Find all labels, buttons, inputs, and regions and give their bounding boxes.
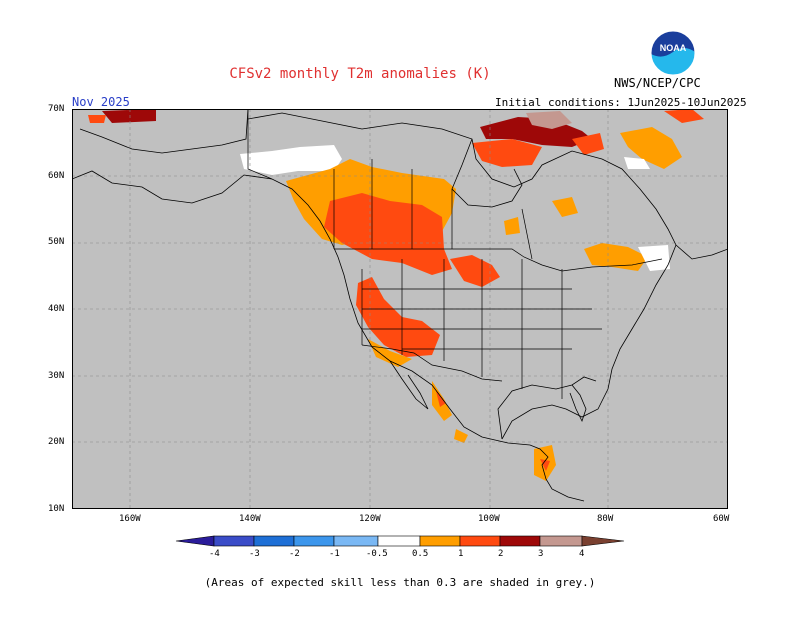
lon-label: 120W [359, 514, 381, 524]
canada-arctic [247, 112, 728, 260]
colorbar-swatch [333, 535, 379, 547]
white-patch-northeast [638, 245, 670, 271]
skill-footnote: (Areas of expected skill less than 0.3 a… [204, 576, 596, 589]
us-mexico-border [361, 344, 503, 382]
red-patch-baffin [572, 133, 604, 155]
noaa-logo-icon: NOAA [650, 30, 696, 76]
lon-label: 100W [478, 514, 500, 524]
orange-patch-quebec [552, 197, 578, 217]
red-patch-hudson [472, 139, 542, 167]
colorbar-label: -1 [329, 549, 340, 559]
orange-patch-southwest [368, 339, 412, 367]
colorbar-label: -0.5 [366, 549, 388, 559]
us-canada-border [334, 248, 663, 272]
lat-label: 50N [48, 237, 65, 247]
colorbar-label: -4 [209, 549, 220, 559]
initial-conditions: Initial conditions: 1Jun2025-10Jun2025 [495, 96, 747, 109]
colorbar-swatch [253, 535, 295, 547]
red-patch-northwest-us [450, 255, 500, 287]
alaska-canada-border [247, 109, 273, 180]
lat-label: 70N [48, 104, 65, 114]
org-label: NWS/NCEP/CPC [614, 76, 701, 90]
lat-label: 10N [48, 504, 65, 514]
florida [569, 384, 587, 423]
lon-label: 60W [713, 514, 730, 524]
colorbar-swatch [499, 535, 541, 547]
map-frame [72, 109, 728, 509]
gulf-coast [497, 376, 597, 440]
colorbar-label: 0.5 [412, 549, 429, 559]
orange-patch-ontario [504, 217, 520, 235]
red-patch-northeast-corner [664, 109, 704, 123]
forecast-month: Nov 2025 [72, 95, 130, 109]
logo-text: NOAA [660, 43, 687, 53]
white-patch-alaska [240, 145, 342, 175]
colorbar-label: 2 [498, 549, 504, 559]
colorbar-arrow-right [581, 535, 625, 547]
canada-provinces [333, 159, 533, 260]
orange-patch-northeast [584, 243, 648, 271]
colorbar-label: -2 [289, 549, 300, 559]
map-title: CFSv2 monthly T2m anomalies (K) [229, 66, 491, 82]
red-patch-chukotka [88, 115, 106, 123]
darkred-patch-chukotka [102, 109, 156, 123]
colorbar-swatch [539, 535, 583, 547]
lon-label: 160W [119, 514, 141, 524]
state-lines [361, 259, 602, 399]
colorbar-label: 4 [579, 549, 585, 559]
baja [389, 360, 429, 410]
colorbar-label: -3 [249, 549, 260, 559]
colorbar-swatch [213, 535, 255, 547]
hudson-bay [451, 138, 523, 208]
colorbar-label: 1 [458, 549, 464, 559]
orange-patch-mexico-south [454, 429, 468, 443]
alaska-coast [72, 170, 585, 502]
red-patch-southwest [356, 277, 440, 357]
colorbar-swatch [293, 535, 335, 547]
pink-patch-arctic [526, 111, 572, 129]
lat-label: 30N [48, 371, 65, 381]
red-patch-baja [436, 391, 446, 407]
colorbar-swatch [377, 535, 421, 547]
lon-label: 80W [597, 514, 614, 524]
white-patch-labrador [624, 157, 650, 169]
red-patch-canada-west [324, 193, 452, 275]
colorbar-swatch [459, 535, 501, 547]
orange-patch-greenland-coast [620, 127, 682, 169]
east-coast [501, 244, 677, 440]
anomaly-map [72, 109, 728, 509]
lon-label: 140W [239, 514, 261, 524]
lat-label: 60N [48, 171, 65, 181]
lat-label: 40N [48, 304, 65, 314]
coastlines [72, 109, 728, 502]
colorbar-arrow-left [175, 535, 215, 547]
colorbar-label: 3 [538, 549, 544, 559]
red-patch-central-america [540, 459, 550, 471]
lat-label: 20N [48, 437, 65, 447]
anomaly-patches [88, 109, 704, 481]
colorbar-swatch [419, 535, 461, 547]
borders [247, 109, 663, 399]
alaska-north [79, 109, 249, 154]
